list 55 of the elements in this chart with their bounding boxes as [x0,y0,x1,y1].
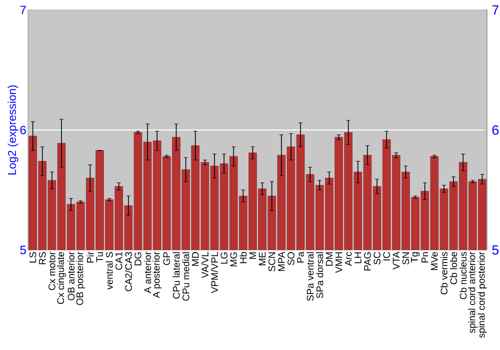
x-tick-label: M [249,252,256,259]
x-tick-label: OB posterior [76,252,86,306]
x-tick-label: spinal cord anterior [468,252,478,333]
x-tick-label: MG [230,252,237,266]
x-tick-label: DM [326,252,333,266]
x-tick-label: Cb vermis [440,252,448,294]
y-tick-label: 6 [20,126,26,134]
x-tick-label: MVe [431,252,438,270]
x-tick-label: MD [192,252,199,266]
y-tick-label: 7 [20,6,26,14]
x-tick-label: Cx cingulate [56,252,66,304]
x-tick-label: CPu lateral [172,252,180,299]
x-tick-label: SN [402,252,410,264]
x-tick-label: IC [383,252,390,260]
x-tick-label: Pn [422,252,428,263]
x-tick-label: A anterior [144,252,152,294]
x-tick-label: CA1 [115,252,122,270]
x-tick-label: A posterior [152,252,162,298]
x-tick-label: OB anterior [68,252,75,300]
x-tick-label: PAG [364,252,371,270]
y-axis-title: Log2 (expression) [8,85,18,174]
x-tick-label: Cx motor [48,252,56,290]
x-tick-label: Tu [96,252,104,262]
x-tick-label: GP [163,252,170,265]
x-tick-label: LG [220,252,228,264]
y2-tick-label: 5 [492,245,499,255]
x-tick-label: VPM/VPL [210,252,218,294]
x-tick-label: SPa ventral [306,252,314,301]
x-tick-label: spinal cord posterior [478,252,487,338]
x-tick-label: VTA [392,252,400,270]
x-tick-label: VA/VL [201,252,208,278]
x-tick-label: Hb [240,252,247,264]
x-tick-label: Cb nucleus [460,252,467,300]
x-tick-label: CA2/CA3 [124,252,132,292]
y-tick-label: 5 [20,246,26,254]
x-tick-label: Arc [344,252,352,266]
x-tick-label: Pa [297,252,304,263]
x-tick-label: SC [374,252,380,264]
x-tick-label: Pir [86,252,94,263]
x-tick-label: MPA [278,252,285,271]
x-tick-label: ME [258,252,266,266]
x-tick-label: ventral S [106,252,113,290]
x-tick-label: DG [134,252,142,266]
x-tick-label: CPu medial [182,252,190,301]
y2-tick-label: 7 [492,5,498,15]
x-tick-label: SCN [268,252,276,272]
x-tick-label: Cb lobe [450,252,458,284]
x-tick-label: LS [29,252,36,263]
x-tick-label: VMH [335,252,342,273]
x-tick-label: RS [38,252,46,264]
x-tick-label: SPa dorsal [316,252,324,298]
y2-tick-label: 6 [492,125,499,135]
x-tick-label: Tg [410,252,420,263]
x-tick-label: LH [354,252,362,264]
x-tick-label: SO [288,252,294,266]
